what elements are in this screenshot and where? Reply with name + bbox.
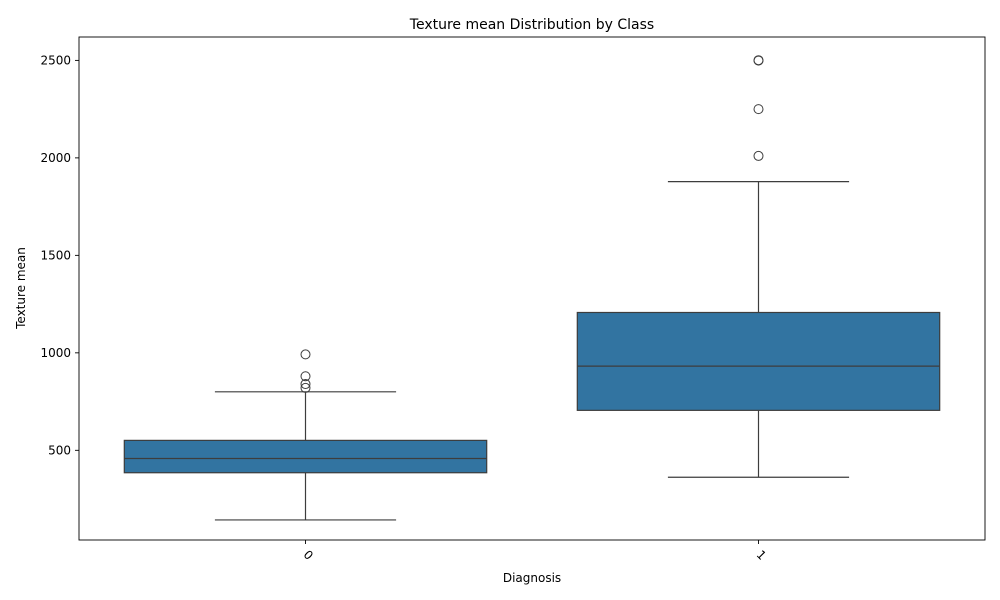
y-tick-label: 1000 — [40, 346, 71, 360]
box-group-0 — [123, 349, 488, 521]
outlier-point — [753, 55, 764, 66]
y-tick-label: 2000 — [40, 151, 71, 165]
outlier-point — [753, 150, 764, 161]
x-tick-label: 0 — [301, 548, 316, 563]
plot-area — [78, 36, 986, 541]
y-axis: 500 1000 1500 2000 2500 — [40, 53, 79, 457]
y-axis-label: Texture mean — [14, 247, 28, 330]
y-tick-label: 2500 — [40, 53, 71, 67]
outlier-point — [300, 349, 311, 360]
outlier-point — [753, 104, 764, 115]
box-iqr — [576, 311, 941, 411]
y-tick-label: 1500 — [40, 248, 71, 262]
x-tick-label: 1 — [754, 548, 769, 563]
box-group-1 — [576, 55, 941, 478]
y-tick-label: 500 — [48, 443, 71, 457]
outlier-point — [300, 382, 311, 393]
outlier-point — [300, 379, 311, 390]
plot-frame — [78, 36, 986, 541]
x-axis-label: Diagnosis — [503, 571, 561, 585]
chart-title: Texture mean Distribution by Class — [409, 17, 654, 33]
box-iqr — [123, 439, 488, 474]
outlier-point — [300, 371, 311, 382]
